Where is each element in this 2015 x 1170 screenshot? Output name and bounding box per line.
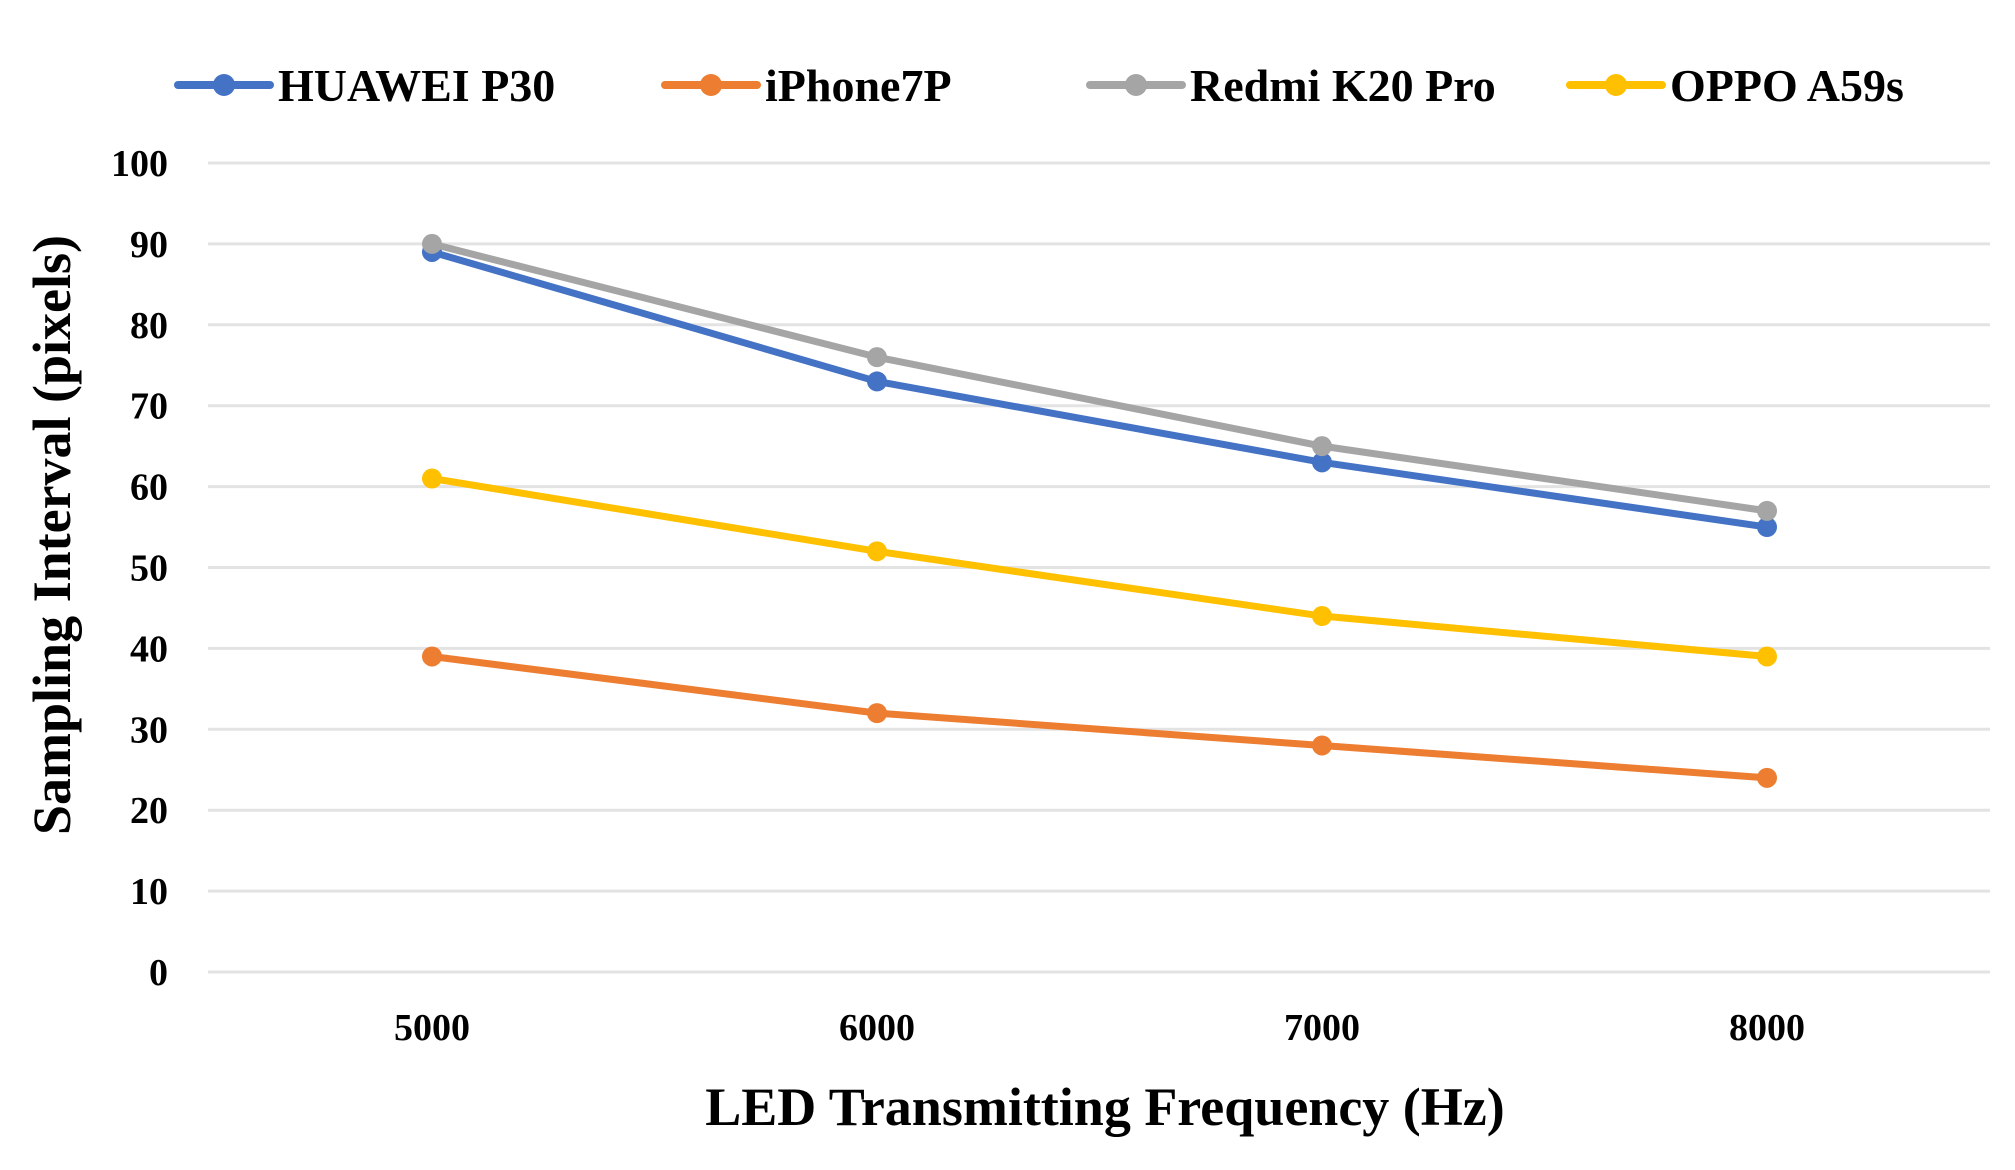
- data-point: [422, 233, 442, 254]
- y-tick-label: 40: [130, 628, 168, 670]
- y-tick-label: 60: [130, 467, 168, 509]
- data-point: [1312, 452, 1332, 473]
- data-point: [422, 468, 442, 489]
- legend-entry: Redmi K20 Pro: [1086, 60, 1496, 111]
- series-1: [422, 646, 1777, 788]
- data-point: [1757, 517, 1777, 538]
- data-point: [867, 347, 887, 368]
- data-point: [867, 703, 887, 724]
- series-line: [428, 240, 1771, 515]
- data-point: [867, 541, 887, 562]
- x-tick-label: 5000: [394, 1007, 470, 1049]
- x-tick-label: 6000: [839, 1007, 915, 1049]
- legend-label: iPhone7P: [765, 60, 952, 111]
- x-tick-label: 7000: [1284, 1007, 1360, 1049]
- data-point: [1757, 646, 1777, 667]
- data-point: [1757, 500, 1777, 521]
- y-tick-label: 20: [130, 790, 168, 832]
- y-axis-title: Sampling Interval (pixels): [22, 235, 82, 835]
- y-tick-label: 100: [111, 143, 168, 185]
- legend-entry: HUAWEI P30: [174, 60, 555, 111]
- series-line: [428, 248, 1771, 531]
- data-point: [867, 371, 887, 392]
- y-tick-label: 10: [130, 871, 168, 913]
- legend-swatch-marker: [1605, 74, 1627, 96]
- series-3: [422, 468, 1777, 667]
- y-tick-label: 70: [130, 386, 168, 428]
- series-line: [428, 652, 1771, 782]
- legend-swatch-marker: [1125, 74, 1147, 96]
- series-line: [428, 475, 1771, 660]
- legend-swatch-marker: [700, 74, 722, 96]
- y-tick-label: 0: [149, 952, 168, 994]
- legend-label: Redmi K20 Pro: [1190, 60, 1496, 111]
- y-tick-label: 80: [130, 305, 168, 347]
- legend-label: OPPO A59s: [1670, 60, 1904, 111]
- data-point: [1312, 735, 1332, 756]
- y-axis-tick-labels: 0 10 20 30 40 50 60 70 80 90 100: [111, 143, 168, 994]
- series-0: [422, 241, 1777, 538]
- data-point: [422, 646, 442, 667]
- data-point: [1757, 767, 1777, 788]
- legend-entry: iPhone7P: [661, 60, 952, 111]
- y-tick-label: 90: [130, 224, 168, 266]
- x-tick-label: 8000: [1729, 1007, 1805, 1049]
- y-tick-label: 30: [130, 709, 168, 751]
- data-point: [1312, 606, 1332, 627]
- legend-entry: OPPO A59s: [1566, 60, 1904, 111]
- x-axis-tick-labels: 5000 6000 7000 8000: [394, 1007, 1805, 1049]
- gridlines: [208, 161, 1990, 974]
- y-tick-label: 50: [130, 548, 168, 590]
- x-axis-title: LED Transmitting Frequency (Hz): [705, 1077, 1504, 1137]
- legend-label: HUAWEI P30: [278, 60, 555, 111]
- legend: HUAWEI P30 iPhone7P Redmi K20 Pro OPPO A59s: [174, 60, 1904, 111]
- series-lines: [422, 233, 1777, 788]
- legend-swatch-marker: [213, 74, 235, 96]
- data-point: [1312, 436, 1332, 457]
- series-2: [422, 233, 1777, 521]
